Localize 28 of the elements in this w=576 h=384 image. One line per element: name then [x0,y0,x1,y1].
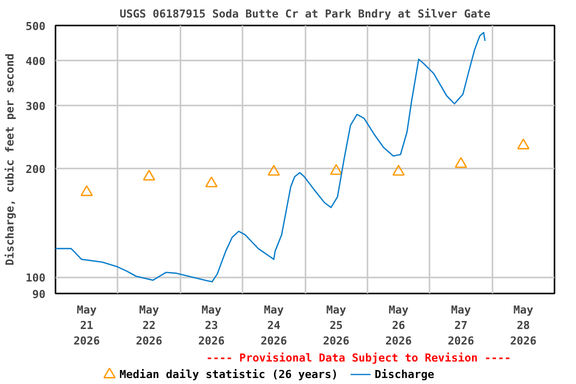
x-tick-label: May 22 2026 [136,304,163,348]
x-tick-label: May 26 2026 [385,304,412,348]
line-series [56,32,486,282]
x-tick-label: May 25 2026 [322,304,350,348]
point [142,170,156,181]
point [392,164,405,176]
legend-label: Median daily statistic (26 years) [120,368,338,381]
chart-title: USGS 06187915 Soda Butte Cr at Park Bndry at Silver Gate [120,8,491,20]
point [517,138,530,150]
y-tick-label: 100 [26,272,46,285]
x-tick-label: May 21 2026 [73,304,100,348]
point [330,164,342,175]
legend-label: Discharge [374,368,435,381]
y-axis-title: Discharge, cubic feet per second [4,54,17,266]
x-tick-label: May 24 2026 [260,304,288,348]
y-tick-label: 200 [26,163,46,176]
y-tick-label: 400 [26,54,46,68]
y-tick-label: 90 [32,288,46,301]
y-tick-label: 300 [26,100,46,113]
point [454,157,468,168]
point [80,185,93,196]
x-tick-label: May 27 2026 [448,304,475,348]
x-tick-label: May 28 2026 [510,304,537,348]
point [205,176,218,188]
text: ---- Provisional Data Subject to Revision ---- [206,352,511,364]
point [268,164,280,176]
y-tick-label: 500 [26,20,46,33]
x-tick-label: May 23 2026 [198,304,226,348]
